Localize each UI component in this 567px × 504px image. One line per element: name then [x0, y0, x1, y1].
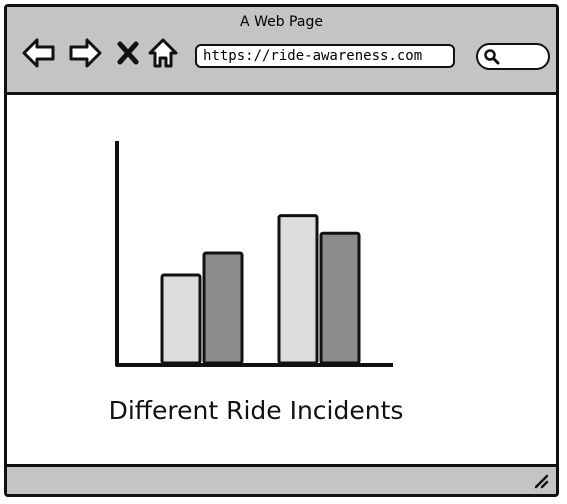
- search-icon: [484, 49, 500, 65]
- home-icon: [148, 38, 178, 68]
- window-title: A Web Page: [240, 14, 323, 30]
- stop-button[interactable]: [115, 37, 141, 69]
- status-bar: [7, 464, 556, 494]
- chart-axes: [115, 141, 393, 367]
- bar-chart: [115, 141, 393, 367]
- page-content: Different Ride Incidents: [7, 95, 556, 470]
- browser-window: A Web Page https://ride-awareness.com: [4, 4, 559, 497]
- chart-caption: Different Ride Incidents: [108, 396, 404, 425]
- search-input[interactable]: [476, 43, 550, 70]
- forward-button[interactable]: [67, 37, 103, 69]
- chart-bar: [160, 273, 202, 365]
- back-button[interactable]: [21, 37, 57, 69]
- close-x-icon: [117, 41, 139, 65]
- back-arrow-icon: [22, 38, 55, 68]
- resize-grip-icon[interactable]: [532, 472, 550, 490]
- home-button[interactable]: [147, 37, 179, 69]
- url-input[interactable]: https://ride-awareness.com: [195, 44, 455, 68]
- chart-bar: [319, 231, 361, 365]
- forward-arrow-icon: [69, 38, 102, 68]
- browser-toolbar: A Web Page https://ride-awareness.com: [7, 7, 556, 95]
- chart-bar: [202, 251, 244, 365]
- chart-bar: [277, 214, 319, 365]
